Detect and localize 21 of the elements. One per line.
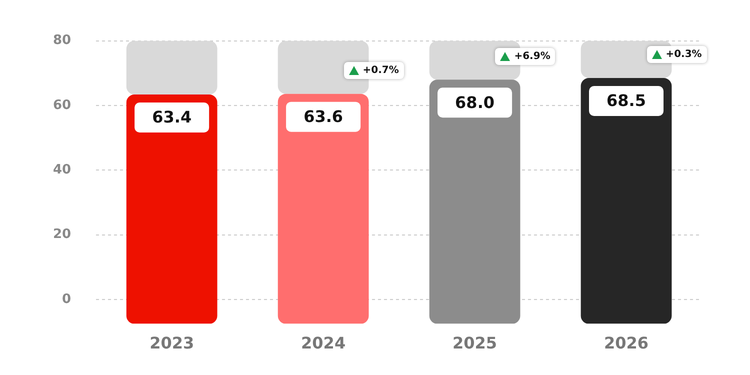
annotation: +0.7% [362, 64, 399, 76]
bar [429, 80, 520, 324]
x-tick-label: 2025 [452, 334, 498, 353]
data-label: 68.5 [606, 91, 646, 110]
bar [126, 40, 218, 94]
x-tick-label: 2026 [604, 334, 649, 353]
annotation: +6.9% [514, 50, 550, 62]
bar [580, 78, 672, 324]
y-tick-label: 80 [52, 33, 72, 48]
x-tick-label: 2023 [150, 334, 194, 353]
bar [126, 94, 218, 324]
bar [278, 94, 369, 324]
data-label: 63.6 [304, 107, 344, 126]
y-tick-label: 20 [52, 227, 72, 242]
y-tick-label: 40 [52, 162, 72, 178]
data-label: 63.4 [152, 108, 192, 127]
x-tick-label: 2024 [301, 334, 346, 353]
data-label: 68.0 [455, 92, 495, 112]
y-tick-label: 60 [52, 98, 72, 113]
y-tick-label: 0 [62, 292, 72, 307]
annotation: +0.3% [666, 48, 702, 60]
